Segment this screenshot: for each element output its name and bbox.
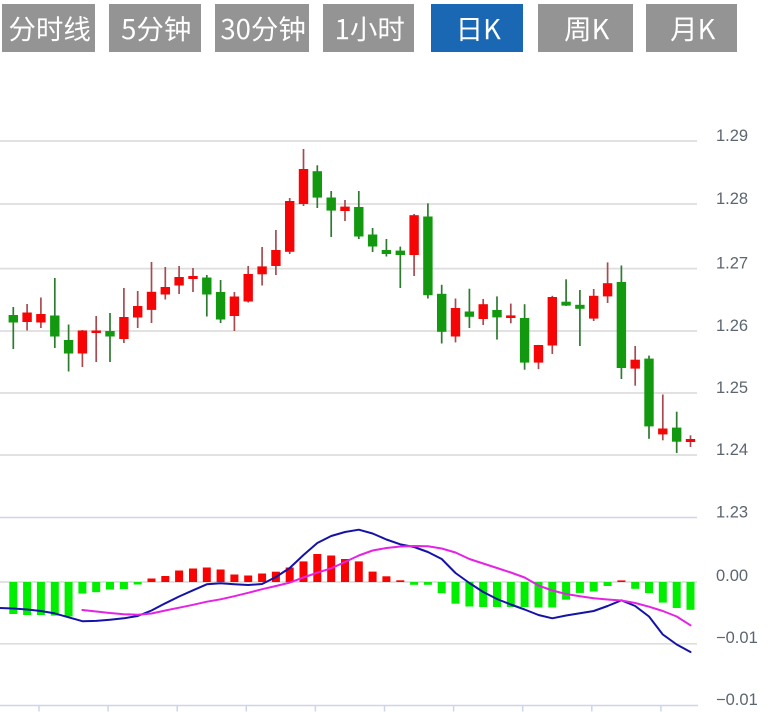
svg-text:1.28: 1.28 — [716, 190, 748, 208]
svg-text:−0.01: −0.01 — [716, 629, 758, 647]
svg-text:1.29: 1.29 — [716, 127, 748, 145]
svg-text:1.23: 1.23 — [716, 504, 748, 522]
svg-text:1.26: 1.26 — [716, 317, 748, 335]
svg-text:1.27: 1.27 — [716, 255, 748, 273]
svg-text:0.00: 0.00 — [716, 567, 748, 585]
svg-text:−0.01: −0.01 — [716, 691, 758, 709]
svg-text:1.25: 1.25 — [716, 379, 748, 397]
svg-text:1.24: 1.24 — [716, 441, 748, 459]
